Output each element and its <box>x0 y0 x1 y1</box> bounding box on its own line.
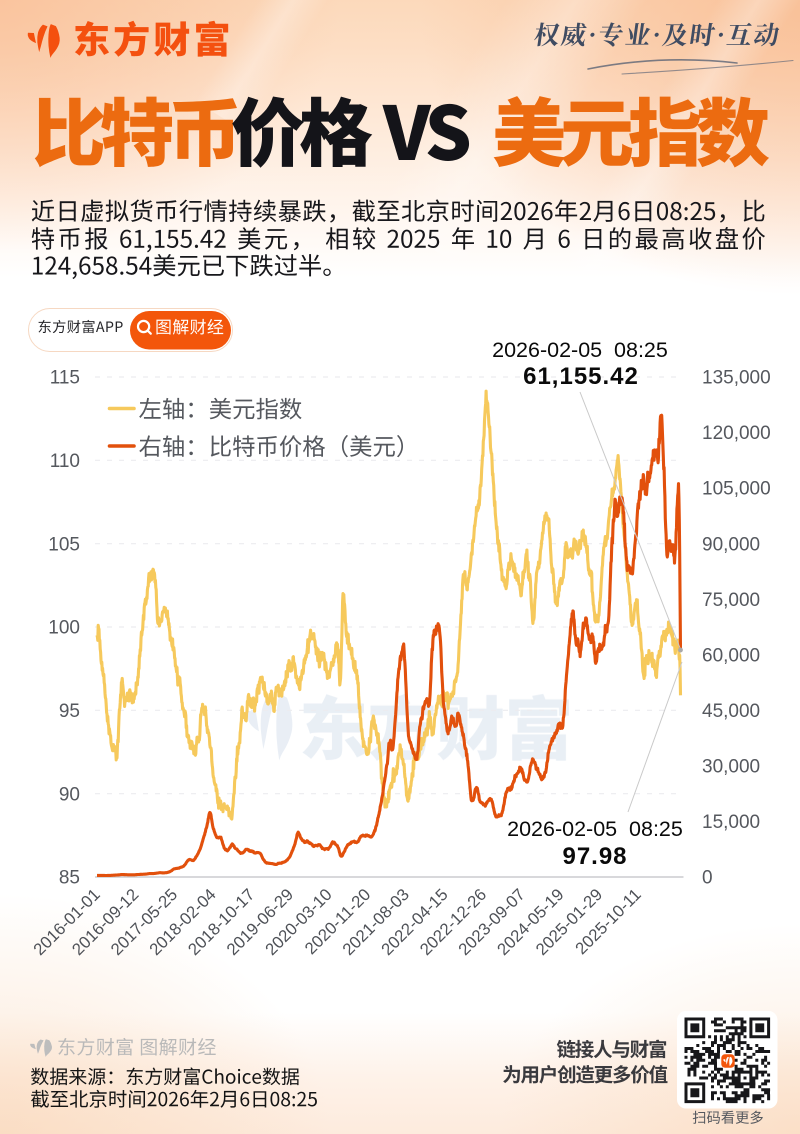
svg-text:115: 115 <box>50 368 80 389</box>
svg-text:45,000: 45,000 <box>702 701 760 722</box>
svg-text:30,000: 30,000 <box>702 757 760 778</box>
svg-text:61,155.42: 61,155.42 <box>523 363 639 390</box>
svg-text:120,000: 120,000 <box>702 423 771 444</box>
svg-text:85: 85 <box>59 868 80 889</box>
svg-text:75,000: 75,000 <box>702 590 760 611</box>
svg-text:0: 0 <box>702 868 713 889</box>
svg-text:135,000: 135,000 <box>702 368 771 389</box>
svg-text:15,000: 15,000 <box>702 812 760 833</box>
svg-text:90: 90 <box>59 784 80 805</box>
svg-text:105: 105 <box>48 534 80 555</box>
svg-text:100: 100 <box>48 618 80 639</box>
svg-text:105,000: 105,000 <box>702 479 771 500</box>
svg-text:110: 110 <box>50 451 80 472</box>
svg-text:2026-02-05 08:25: 2026-02-05 08:25 <box>492 338 668 362</box>
svg-text:95: 95 <box>59 701 80 722</box>
svg-text:60,000: 60,000 <box>702 645 760 666</box>
svg-text:2026-02-05 08:25: 2026-02-05 08:25 <box>507 817 683 841</box>
svg-text:97.98: 97.98 <box>562 843 627 870</box>
svg-text:90,000: 90,000 <box>702 534 760 555</box>
